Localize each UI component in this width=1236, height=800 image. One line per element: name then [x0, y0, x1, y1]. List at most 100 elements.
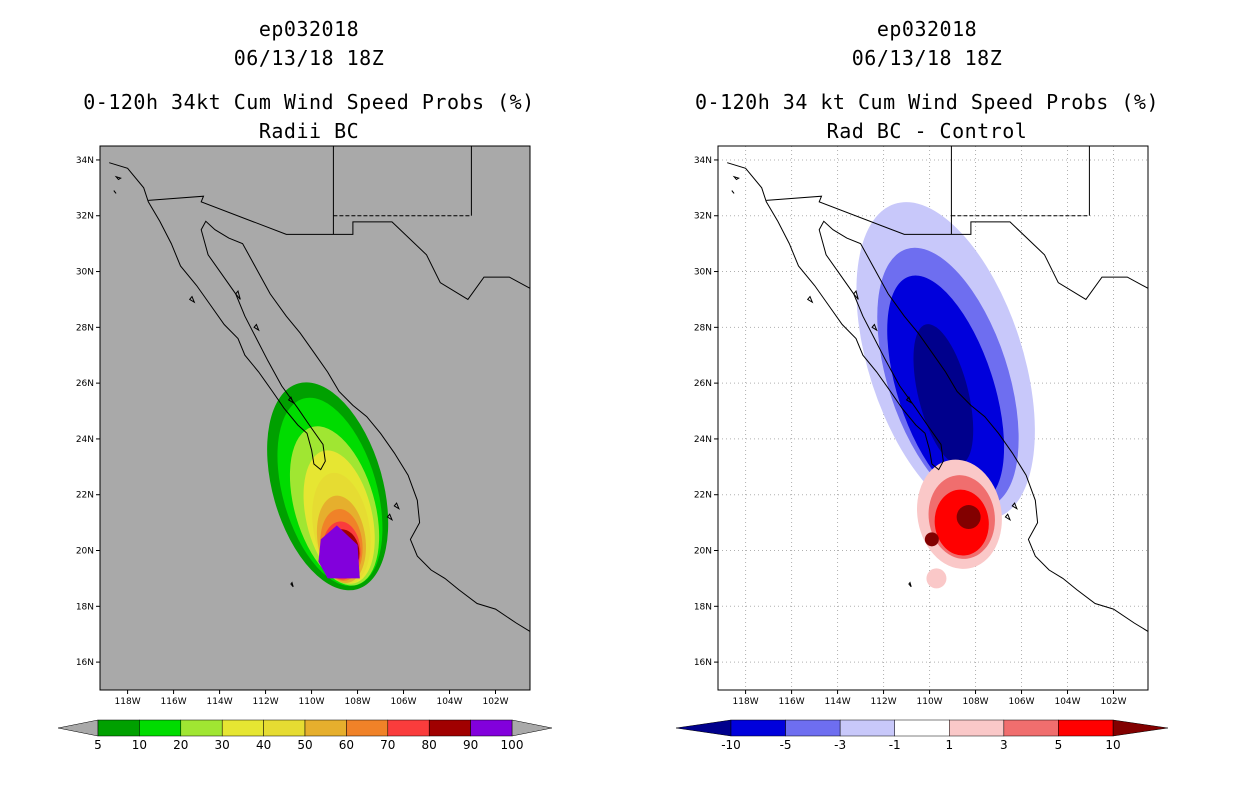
lat-tick-label: 24N	[76, 435, 94, 445]
lat-tick-label: 22N	[694, 491, 712, 501]
lon-tick-label: 108W	[345, 697, 371, 707]
lon-tick-label: 106W	[390, 697, 416, 707]
colorbar-label: 70	[380, 738, 395, 752]
left-title-product: 0-120h 34kt Cum Wind Speed Probs (%)	[83, 90, 535, 114]
colorbar-swatch	[839, 719, 895, 737]
lat-tick-label: 26N	[76, 379, 94, 389]
colorbar-label: 40	[256, 738, 271, 752]
island	[905, 396, 913, 404]
coastline	[727, 162, 1149, 632]
island	[188, 295, 196, 304]
island	[908, 581, 912, 588]
lon-tick-label: 118W	[733, 697, 759, 707]
colorbar-swatch	[1058, 719, 1114, 737]
colorbar-label: 1	[945, 738, 953, 752]
right-title-storm: ep032018	[876, 17, 978, 41]
lat-tick-label: 24N	[694, 435, 712, 445]
island	[806, 295, 814, 304]
lon-tick-label: 114W	[207, 697, 233, 707]
lon-tick-label: 112W	[871, 697, 897, 707]
colorbar-swatch	[894, 719, 950, 737]
lon-tick-label: 106W	[1008, 697, 1034, 707]
lat-tick-label: 28N	[694, 323, 712, 333]
lat-tick-label: 18N	[76, 602, 94, 612]
lon-tick-label: 110W	[917, 697, 943, 707]
colorbar-label: 20	[173, 738, 188, 752]
colorbar-swatch	[346, 719, 389, 737]
colorbar-label: 90	[463, 738, 478, 752]
colorbar-label: 80	[422, 738, 437, 752]
lat-tick-label: 18N	[694, 602, 712, 612]
lat-tick-label: 16N	[694, 658, 712, 668]
island	[253, 323, 260, 332]
difference-contour-positive	[926, 568, 947, 589]
colorbar-label: 100	[501, 738, 524, 752]
island	[1004, 513, 1012, 522]
lon-tick-label: 104W	[436, 697, 462, 707]
island	[871, 323, 878, 332]
probability-contour-max	[318, 525, 360, 579]
colorbar-label: 30	[215, 738, 230, 752]
lon-tick-label: 118W	[115, 697, 141, 707]
colorbar-label: 5	[94, 738, 102, 752]
island	[731, 190, 735, 194]
colorbar-label: 3	[1000, 738, 1008, 752]
lon-tick-label: 116W	[779, 697, 805, 707]
lat-tick-label: 20N	[76, 547, 94, 557]
colorbar-swatch	[1003, 719, 1059, 737]
island	[386, 513, 394, 522]
island	[732, 175, 740, 181]
lat-tick-label: 30N	[694, 268, 712, 278]
colorbar-label: -10	[721, 738, 741, 752]
colorbar-label: 50	[297, 738, 312, 752]
left-panel: ep032018 06/13/18 18Z 0-120h 34kt Cum Wi…	[57, 17, 553, 752]
map-frame	[717, 145, 1149, 691]
colorbar-swatch	[263, 719, 306, 737]
lat-tick-label: 20N	[694, 547, 712, 557]
colorbar-label: -5	[780, 738, 792, 752]
colorbar-arrow-low	[675, 719, 732, 737]
colorbar-swatch	[470, 719, 513, 737]
colorbar-swatch	[428, 719, 471, 737]
colorbar-swatch	[730, 719, 786, 737]
map-frame	[99, 145, 531, 691]
difference-contour-positive	[924, 532, 939, 547]
island	[393, 502, 400, 510]
coastline	[109, 162, 531, 632]
lat-tick-label: 28N	[76, 323, 94, 333]
right-title-experiment: Rad BC - Control	[826, 119, 1028, 143]
left-title-experiment: Radii BC	[258, 119, 360, 143]
island	[113, 190, 117, 194]
colorbar-swatch	[139, 719, 182, 737]
lat-tick-label: 34N	[694, 156, 712, 166]
colorbar-swatch	[304, 719, 347, 737]
colorbar-swatch	[387, 719, 430, 737]
right-title-date: 06/13/18 18Z	[851, 46, 1003, 70]
lat-tick-label: 16N	[76, 658, 94, 668]
lon-tick-label: 110W	[299, 697, 325, 707]
colorbar-arrow-high	[1112, 719, 1169, 737]
colorbar-label: 5	[1055, 738, 1063, 752]
lon-tick-label: 108W	[963, 697, 989, 707]
island	[853, 290, 859, 300]
lat-tick-label: 32N	[76, 212, 94, 222]
colorbar-label: 10	[1105, 738, 1120, 752]
left-title-storm: ep032018	[258, 17, 360, 41]
colorbar-arrow-low	[57, 719, 99, 737]
lat-tick-label: 22N	[76, 491, 94, 501]
left-map: 34N 32N 30N 28N 26N 24N 22N 20N 18N 16N 118W 116W 11…	[57, 145, 553, 752]
colorbar-label: -1	[889, 738, 901, 752]
island	[1011, 502, 1018, 510]
lat-tick-label: 26N	[694, 379, 712, 389]
island	[235, 290, 241, 300]
lon-tick-label: 104W	[1054, 697, 1080, 707]
colorbar-label: -3	[834, 738, 846, 752]
difference-contour-positive	[956, 505, 981, 530]
colorbar-arrow-high	[511, 719, 553, 737]
difference-contour-negative	[913, 324, 974, 465]
island	[114, 175, 122, 181]
us-mexico-border	[766, 195, 1149, 301]
colorbar-label: 10	[132, 738, 147, 752]
colorbar-swatch	[180, 719, 223, 737]
